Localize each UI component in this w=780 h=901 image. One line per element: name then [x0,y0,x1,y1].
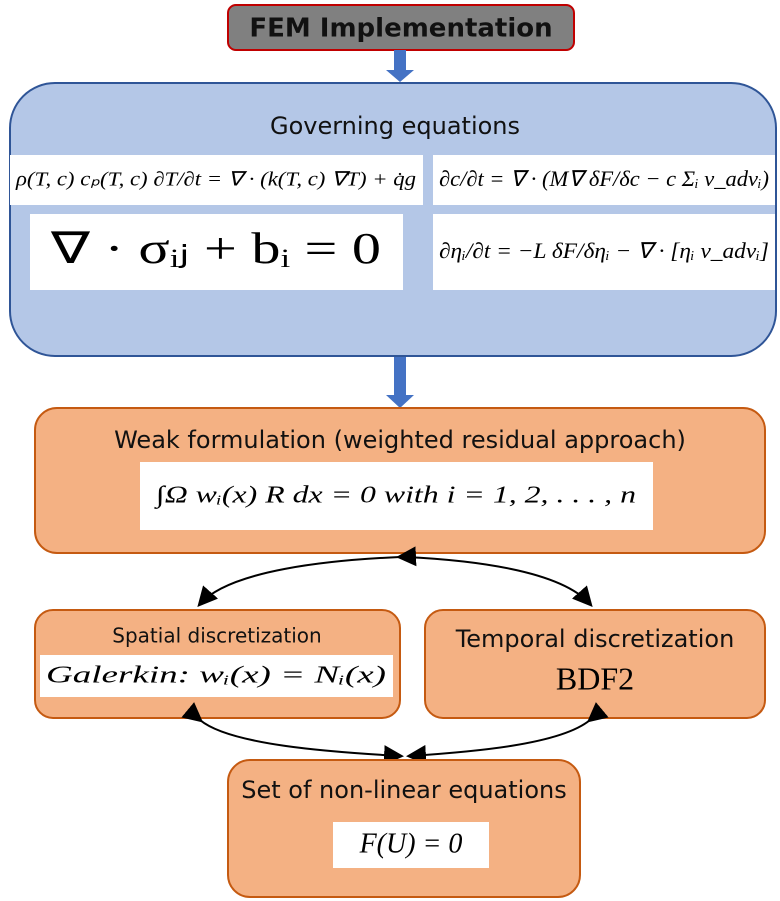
equation: Galerkin: wᵢ(x) = Nᵢ(x) [46,663,386,689]
arrow [386,50,414,82]
equation: ρ(T, c) cₚ(T, c) ∂T/∂t = ∇ · (k(T, c) ∇T… [15,169,416,191]
governing-title: Governing equations [270,112,520,140]
connector [404,556,593,607]
equation-box [30,214,403,290]
connector [406,702,609,765]
header-title: FEM Implementation [249,14,552,44]
temporal-title: Temporal discretization [455,625,735,653]
equation-box [140,462,653,530]
equation-box [40,655,393,697]
spatial-title: Spatial discretization [112,624,321,648]
equation-box [333,822,489,868]
connector [197,546,417,607]
equation: F(U) = 0 [359,828,463,859]
weak-title: Weak formulation (weighted residual appr… [114,426,686,454]
equation-box [433,155,775,205]
system-title: Set of non-linear equations [241,776,566,804]
equation: ∂ηᵢ/∂t = −L δF/δηᵢ − ∇ · [ηᵢ v_advᵢ] [439,238,769,263]
equation: ∇ · σᵢⱼ + bᵢ = 0 [50,224,381,273]
connector [181,702,404,766]
equation: ∂c/∂t = ∇ · (M∇ δF/δc − c Σᵢ v_advᵢ) [439,166,769,191]
arrow [386,357,414,408]
equation: ∫Ω wᵢ(x) R dx = 0 with i = 1, 2, . . . ,… [153,483,636,510]
equation-box [433,214,775,290]
equation-box [10,155,423,205]
equation: BDF2 [556,660,634,696]
